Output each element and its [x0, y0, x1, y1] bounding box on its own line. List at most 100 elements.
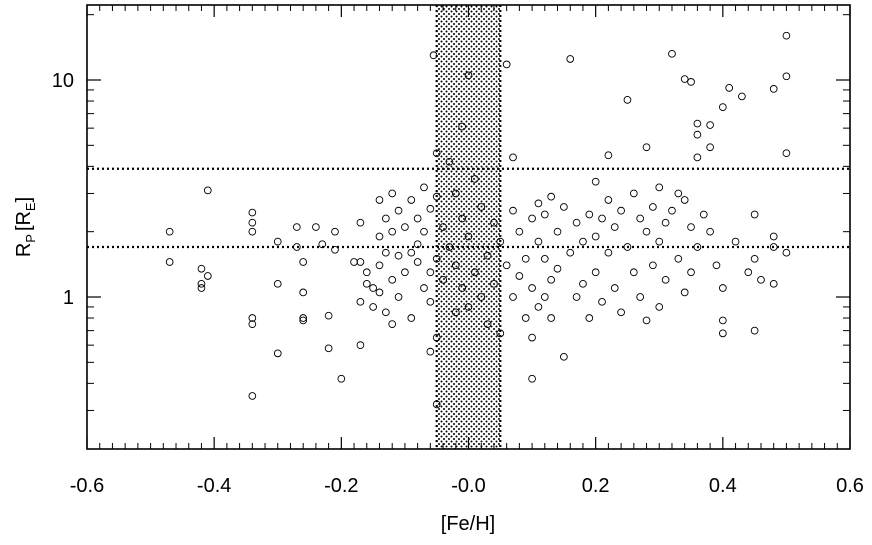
- data-point: [362, 268, 371, 277]
- data-point: [299, 258, 308, 266]
- data-point: [337, 374, 346, 383]
- data-point: [534, 237, 543, 246]
- data-point: [407, 196, 416, 204]
- data-point: [445, 243, 454, 251]
- data-point: [248, 392, 257, 400]
- data-point: [464, 71, 473, 80]
- data-point: [356, 297, 365, 306]
- data-point: [585, 210, 594, 219]
- data-point: [540, 293, 549, 301]
- x-tick-label: -0.4: [197, 475, 231, 497]
- data-point: [528, 374, 536, 383]
- data-point: [725, 84, 734, 92]
- data-point: [769, 232, 778, 241]
- y-axis-title-sub1: P: [23, 234, 38, 243]
- data-point: [744, 268, 753, 277]
- data-point: [769, 279, 778, 288]
- data-point: [273, 237, 282, 246]
- data-point: [381, 214, 390, 223]
- data-point: [292, 243, 301, 251]
- data-point: [420, 284, 428, 292]
- data-point: [369, 303, 377, 311]
- data-point: [165, 258, 174, 266]
- data-point: [572, 218, 581, 227]
- data-point: [680, 196, 689, 204]
- data-point: [248, 208, 257, 217]
- data-point: [668, 49, 676, 58]
- data-point: [687, 223, 695, 231]
- data-point: [445, 157, 454, 166]
- data-point: [432, 149, 441, 158]
- data-point: [655, 237, 664, 246]
- data-point: [331, 245, 339, 254]
- data-point: [655, 183, 664, 192]
- data-point: [483, 251, 492, 260]
- data-point: [248, 227, 257, 236]
- data-point: [375, 196, 384, 204]
- data-point: [617, 206, 625, 215]
- data-point: [375, 232, 384, 241]
- x-tick-label: -0.2: [324, 475, 358, 497]
- data-point: [483, 320, 492, 328]
- data-point: [413, 214, 422, 223]
- data-point: [394, 251, 403, 260]
- y-axis-title-sub2: E: [23, 202, 38, 211]
- data-point: [547, 314, 556, 322]
- data-point: [712, 261, 721, 270]
- data-point: [502, 60, 511, 69]
- data-point: [598, 297, 606, 306]
- data-point: [439, 275, 447, 284]
- data-point: [687, 78, 695, 86]
- data-point: [579, 279, 587, 288]
- x-axis-title: [Fe/H]: [441, 513, 495, 535]
- data-point: [566, 55, 575, 63]
- data-point: [560, 352, 568, 361]
- data-point: [718, 329, 727, 338]
- data-point: [388, 320, 397, 328]
- data-point: [515, 272, 524, 280]
- data-point: [661, 275, 670, 284]
- data-point: [636, 214, 645, 223]
- data-point: [591, 177, 600, 186]
- data-point: [534, 199, 543, 208]
- data-point: [718, 103, 727, 111]
- data-point: [451, 189, 460, 198]
- data-point: [432, 192, 441, 201]
- data-point: [401, 268, 409, 277]
- data-point: [432, 254, 441, 263]
- data-point: [782, 72, 791, 81]
- data-point: [312, 223, 320, 231]
- data-point: [318, 240, 327, 249]
- data-point: [299, 314, 308, 322]
- data-point: [369, 284, 377, 292]
- data-point: [623, 96, 632, 104]
- data-point: [420, 183, 428, 192]
- data-point: [579, 237, 587, 246]
- data-point: [439, 223, 447, 231]
- data-point: [388, 275, 397, 284]
- data-point: [629, 189, 638, 198]
- data-point: [528, 214, 536, 223]
- data-point: [693, 153, 702, 162]
- data-point: [636, 293, 645, 301]
- data-point: [420, 227, 428, 236]
- data-point: [362, 279, 371, 288]
- data-point: [553, 227, 562, 236]
- data-point: [617, 308, 625, 317]
- data-point: [248, 218, 257, 227]
- data-point: [572, 293, 581, 301]
- data-point: [642, 316, 651, 325]
- data-point: [413, 240, 422, 249]
- data-point: [273, 349, 282, 358]
- data-point: [388, 227, 397, 236]
- x-tick-label: 0.6: [836, 475, 864, 497]
- data-point: [299, 316, 308, 325]
- data-point: [324, 311, 333, 320]
- data-point: [413, 258, 422, 266]
- y-tick-label: 1: [63, 287, 74, 309]
- data-point: [566, 248, 575, 257]
- data-point: [464, 232, 473, 241]
- data-point: [528, 284, 536, 292]
- data-point: [598, 214, 606, 223]
- data-point: [610, 284, 619, 292]
